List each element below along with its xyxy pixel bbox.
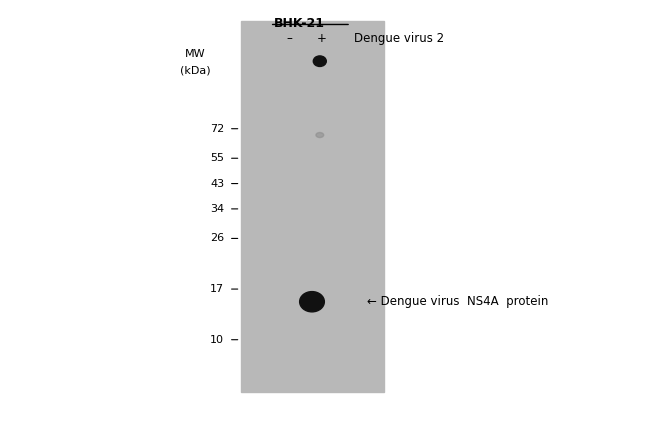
Text: MW: MW (185, 49, 205, 59)
Text: 72: 72 (210, 124, 224, 134)
Text: 34: 34 (210, 204, 224, 214)
Text: (kDa): (kDa) (179, 65, 211, 76)
Bar (240, 21, 384, 392)
Text: 10: 10 (210, 335, 224, 345)
Text: +: + (317, 32, 327, 45)
Text: ← Dengue virus  NS4A  protein: ← Dengue virus NS4A protein (367, 295, 549, 308)
Text: 43: 43 (210, 179, 224, 189)
Text: –: – (286, 32, 292, 45)
Text: Dengue virus 2: Dengue virus 2 (354, 32, 445, 45)
Ellipse shape (300, 292, 324, 312)
Ellipse shape (316, 133, 324, 138)
Text: 17: 17 (210, 284, 224, 294)
Text: 55: 55 (210, 153, 224, 163)
Text: 26: 26 (210, 233, 224, 243)
Ellipse shape (313, 56, 326, 66)
Text: BHK-21: BHK-21 (274, 17, 324, 30)
